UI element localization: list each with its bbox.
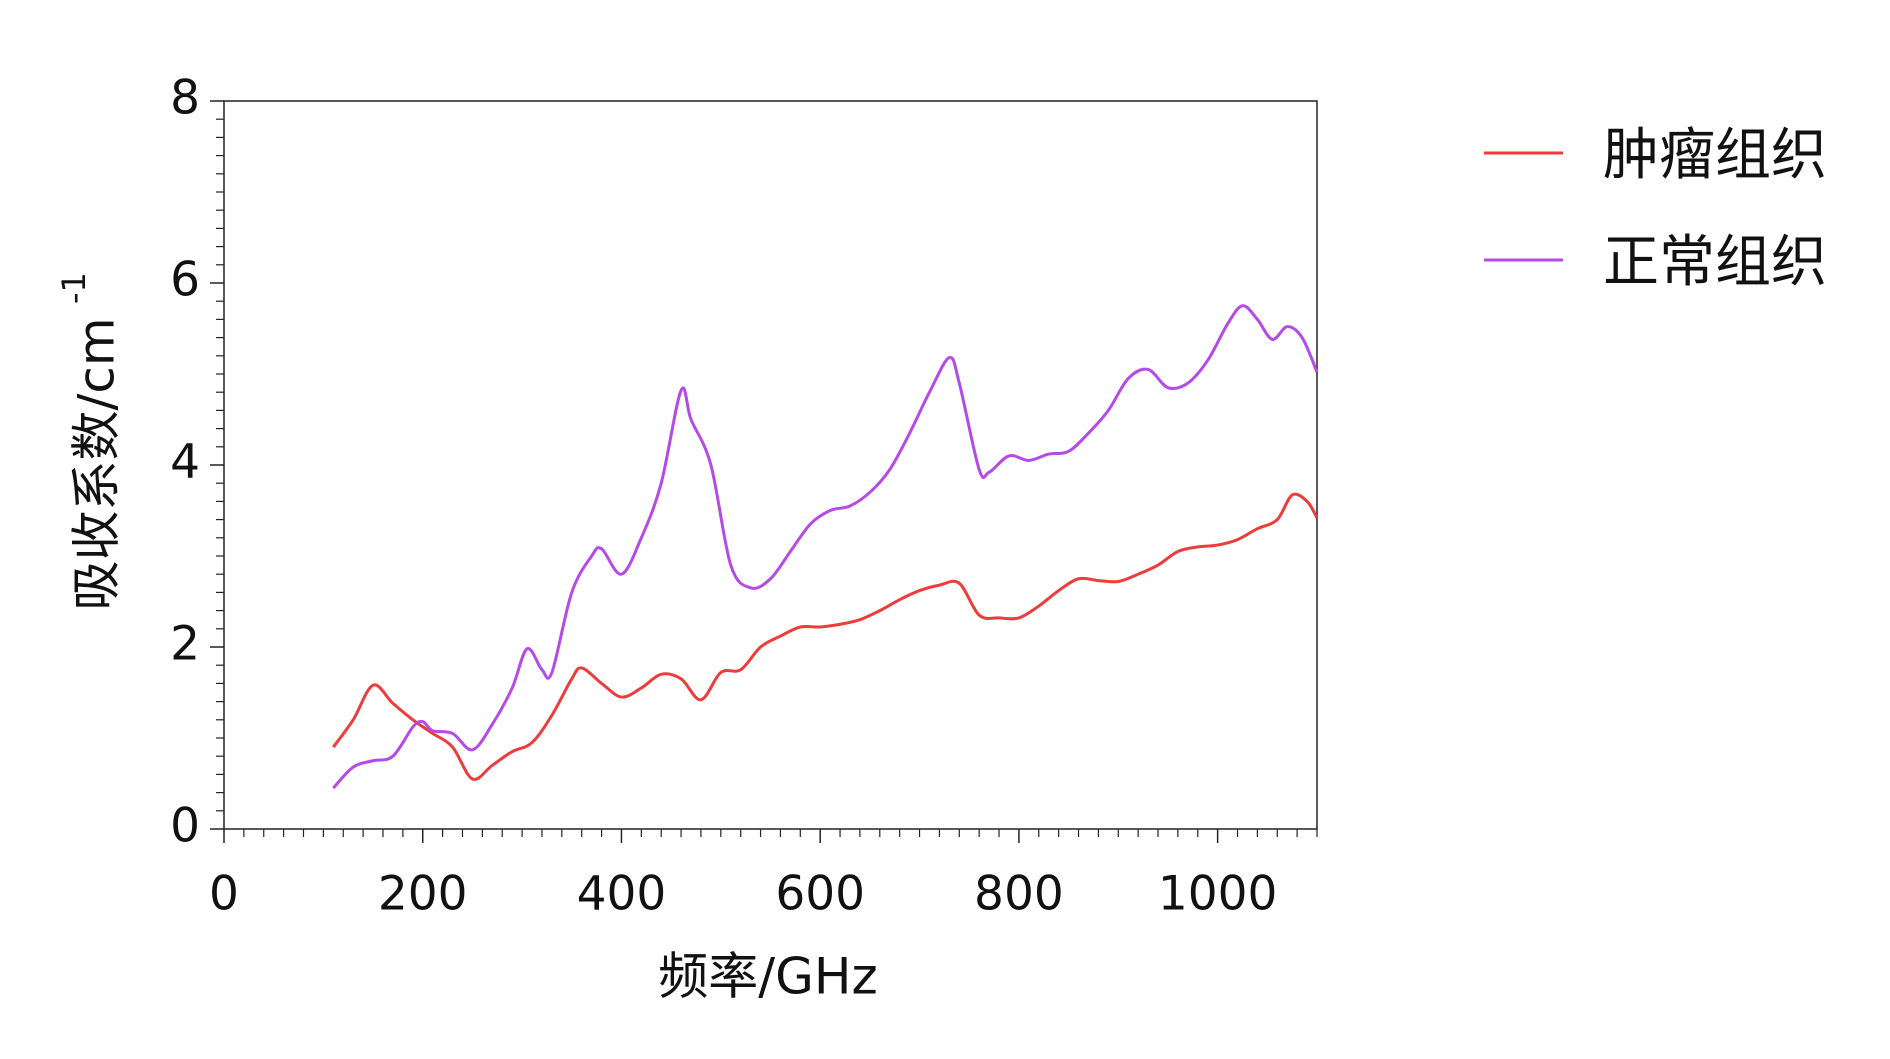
y-axis-label: 吸收系数/cm <box>68 317 126 610</box>
y-axis-label-group: 吸收系数/cm -1 <box>55 272 126 610</box>
x-tick-label: 200 <box>378 867 468 922</box>
x-tick-label: 400 <box>577 867 667 922</box>
series-line <box>332 304 1319 790</box>
plot-frame <box>223 100 1318 830</box>
y-axis-label-sup: -1 <box>55 272 93 304</box>
x-tick-label: 1000 <box>1158 867 1278 922</box>
y-tick-label: 8 <box>170 71 200 126</box>
y-tick-label: 6 <box>170 253 200 308</box>
y-tick-label: 0 <box>170 799 200 854</box>
x-tick-label: 600 <box>775 867 865 922</box>
y-tick-label: 4 <box>170 435 200 490</box>
legend-label: 正常组织 <box>1603 230 1827 295</box>
series-line <box>332 492 1319 781</box>
y-tick-label: 2 <box>170 617 200 672</box>
x-axis-label: 频率/GHz <box>658 948 877 1006</box>
x-tick-label: 800 <box>974 867 1064 922</box>
x-tick-label: 0 <box>209 867 239 922</box>
legend-label: 肿瘤组织 <box>1603 123 1827 188</box>
